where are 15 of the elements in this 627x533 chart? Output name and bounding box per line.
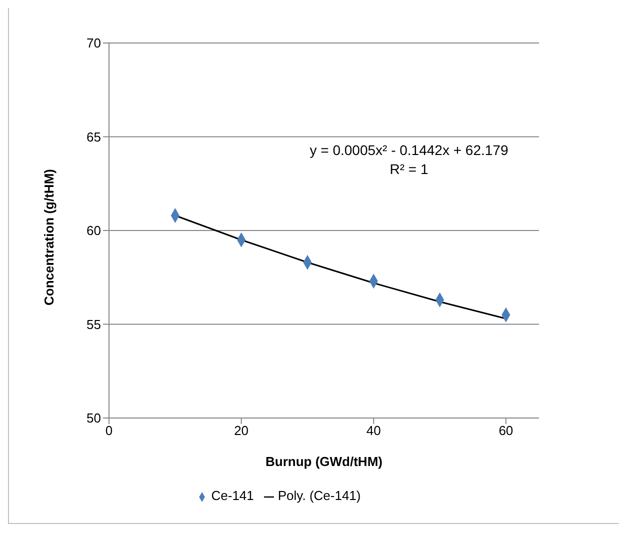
y-tick-label: 50	[86, 410, 101, 426]
legend-label: Poly. (Ce-141)	[278, 488, 361, 503]
x-tick-label: 20	[234, 423, 249, 438]
annotation: y = 0.0005x² - 0.1442x + 62.179	[308, 142, 510, 158]
x-tick-label: 40	[366, 423, 381, 438]
x-tick-label: 60	[498, 423, 514, 438]
y-tick-label: 70	[86, 36, 101, 51]
x-tick-label: 0	[105, 423, 113, 438]
annotation: R² = 1	[388, 161, 430, 177]
y-tick-label: 65	[86, 129, 101, 144]
y-tick-label: 55	[86, 316, 101, 332]
legend-label: Ce-141	[211, 488, 254, 503]
y-axis-title: Concentration (g/tHM)	[42, 169, 57, 306]
y-tick-label: 60	[86, 223, 101, 238]
x-axis-title: Burnup (GWd/tHM)	[266, 454, 382, 469]
